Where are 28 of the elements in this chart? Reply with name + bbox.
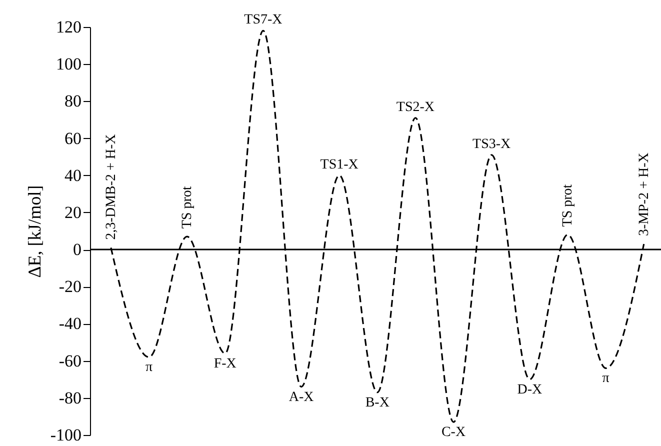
y-tick-label: -40 bbox=[58, 314, 82, 334]
y-tick-label: 80 bbox=[64, 92, 82, 111]
x-tick-label: D-X bbox=[517, 382, 542, 398]
y-tick-label: 0 bbox=[73, 240, 82, 260]
x-tick-label: 3-MP-2 + H-X bbox=[636, 152, 652, 236]
x-tick-label: TS prot bbox=[180, 186, 196, 229]
y-tick-label: 100 bbox=[56, 54, 82, 74]
y-tick-label: 40 bbox=[64, 166, 82, 185]
y-tick-label: 60 bbox=[64, 128, 82, 148]
y-tick-label: 20 bbox=[64, 202, 82, 222]
y-tick-label: -100 bbox=[50, 426, 82, 444]
x-tick-label: π bbox=[602, 371, 610, 386]
x-tick-label: F-X bbox=[214, 356, 236, 372]
x-tick-label: π bbox=[145, 360, 153, 376]
x-tick-label: TS2-X bbox=[396, 100, 435, 115]
x-tick-label: TS1-X bbox=[320, 157, 358, 172]
y-tick-label: -80 bbox=[58, 388, 82, 408]
x-tick-label: C-X bbox=[441, 425, 466, 440]
x-tick-label: 2,3-DMB-2 + H-X bbox=[104, 134, 119, 240]
y-axis-title: ΔE, [kJ/mol] bbox=[24, 185, 44, 278]
x-tick-label: TS prot bbox=[560, 184, 576, 227]
y-tick-label: -60 bbox=[58, 351, 82, 370]
x-tick-label: B-X bbox=[365, 395, 390, 410]
y-tick-label: -20 bbox=[58, 277, 82, 296]
y-tick-label: 120 bbox=[56, 18, 82, 36]
x-tick-label: TS3-X bbox=[472, 136, 511, 152]
x-tick-label: A-X bbox=[288, 390, 314, 405]
x-tick-label: TS7-X bbox=[244, 12, 282, 28]
